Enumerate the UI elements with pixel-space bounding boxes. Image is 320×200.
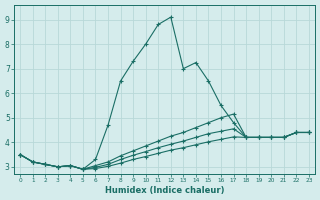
X-axis label: Humidex (Indice chaleur): Humidex (Indice chaleur) [105,186,224,195]
